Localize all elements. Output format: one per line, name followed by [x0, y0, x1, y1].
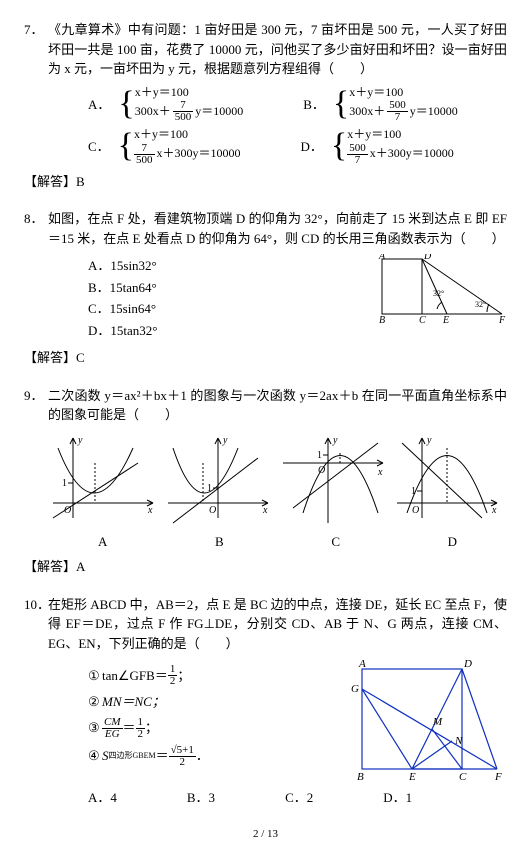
q10-item-1: ① tan∠GFB＝ 12 ； [88, 664, 331, 687]
q9-graph-a: y x O 1 [48, 433, 163, 528]
q10-opt-c: C．2 [285, 788, 313, 808]
fig-label: A [358, 659, 366, 670]
eq-line: 5007 x＋300y＝10000 [347, 143, 454, 166]
svg-text:y: y [77, 435, 83, 446]
q10-options: A．4 B．3 C．2 D．1 [48, 788, 507, 808]
eq-line: x＋y＝100 [134, 127, 241, 143]
q7-answer: 【解答】B [24, 172, 507, 192]
question-10: 10． 在矩形 ABCD 中，AB＝2，点 E 是 BC 边的中点，连接 DE，… [24, 595, 507, 808]
q7-number: 7． [24, 20, 44, 40]
fig-label: C [419, 315, 426, 324]
opt-label: C [331, 532, 340, 552]
brace-icon: { [333, 87, 349, 121]
svg-text:y: y [222, 435, 228, 446]
q9-text: 二次函数 y＝ax²＋bx＋1 的图象与一次函数 y＝2ax＋b 在同一平面直角… [48, 386, 507, 425]
q7-text: 《九章算术》中有问题：1 亩好田是 300 元，7 亩坏田是 500 元，一人买… [48, 20, 507, 79]
opt-label: C． [88, 127, 110, 157]
q8-answer: 【解答】C [24, 348, 507, 368]
brace-icon: { [118, 87, 134, 121]
svg-text:O: O [209, 505, 216, 516]
fig-label: D [423, 254, 432, 262]
fig-label: E [442, 315, 449, 324]
q10-number: 10． [24, 595, 50, 615]
svg-text:1: 1 [62, 478, 67, 489]
opt-label: B [215, 532, 224, 552]
eq-line: 7500 x＋300y＝10000 [134, 143, 241, 166]
svg-text:O: O [64, 505, 71, 516]
brace-icon: { [118, 129, 134, 163]
opt-label: D． [301, 127, 323, 157]
q9-graph-c: y x O 1 [278, 433, 393, 528]
svg-text:x: x [147, 505, 153, 516]
eq-line: 300x＋ 7500 y＝10000 [135, 100, 244, 123]
fig-label: D [463, 659, 472, 670]
svg-text:x: x [262, 505, 268, 516]
q8-opt-b: B．15tan64° [88, 278, 361, 298]
fig-label: N [454, 735, 463, 747]
svg-text:O: O [318, 465, 325, 476]
q9-option-labels: A B C D [48, 532, 507, 552]
q10-figure: A D G M N B E C F [347, 659, 507, 784]
eq-line: 300x＋ 5007 y＝10000 [349, 100, 458, 123]
q10-opt-a: A．4 [88, 788, 117, 808]
fig-label: F [494, 771, 502, 783]
q9-graphs: y x O 1 [48, 433, 507, 528]
fig-label: B [379, 315, 385, 324]
angle-label: 32° [475, 300, 486, 309]
fig-label: M [432, 716, 443, 728]
q7-opt-b: B． { x＋y＝100 300x＋ 5007 y＝10000 [303, 85, 458, 124]
q7-opt-a: A． { x＋y＝100 300x＋ 7500 y＝10000 [88, 85, 243, 124]
question-8: 8． 如图，在点 F 处，看建筑物顶端 D 的仰角为 32°，向前走了 15 米… [24, 209, 507, 368]
question-7: 7． 《九章算术》中有问题：1 亩好田是 300 元，7 亩坏田是 500 元，… [24, 20, 507, 191]
q9-graph-d: y x O 1 [392, 433, 507, 528]
fig-label: F [498, 315, 506, 324]
opt-label: A [98, 532, 107, 552]
fig-label: G [351, 683, 359, 695]
q8-number: 8． [24, 209, 44, 229]
svg-text:x: x [491, 505, 497, 516]
q10-item-3: ③ CMEG ＝ 12 ； [88, 717, 331, 740]
q8-opt-a: A．15sin32° [88, 256, 361, 276]
fig-label: E [408, 771, 416, 783]
q8-opt-c: C．15sin64° [88, 299, 361, 319]
angle-label: 32° [433, 289, 444, 298]
q10-opt-d: D．1 [383, 788, 412, 808]
q10-opt-b: B．3 [187, 788, 215, 808]
svg-text:y: y [332, 435, 338, 446]
brace-icon: { [331, 129, 347, 163]
q10-text: 在矩形 ABCD 中，AB＝2，点 E 是 BC 边的中点，连接 DE，延长 E… [48, 595, 507, 654]
opt-label: A． [88, 85, 110, 115]
eq-line: x＋y＝100 [347, 127, 454, 143]
q7-opts-row2: C． { x＋y＝100 7500 x＋300y＝10000 D． { [48, 127, 507, 166]
q8-figure: A D B C E F 32° 32° [377, 254, 507, 324]
svg-text:1: 1 [411, 486, 416, 497]
q10-item-2: ② MN＝NC； [88, 692, 331, 712]
opt-label: D [448, 532, 457, 552]
q10-items: ① tan∠GFB＝ 12 ； ② MN＝NC； ③ CMEG ＝ 12 ； [48, 659, 331, 773]
q9-number: 9． [24, 386, 44, 406]
fig-label: A [378, 254, 386, 262]
question-9: 9． 二次函数 y＝ax²＋bx＋1 的图象与一次函数 y＝2ax＋b 在同一平… [24, 386, 507, 577]
q7-opt-c: C． { x＋y＝100 7500 x＋300y＝10000 [88, 127, 241, 166]
page-number: 2 / 13 [24, 826, 507, 843]
eq-line: x＋y＝100 [349, 85, 458, 101]
fig-label: B [357, 771, 364, 783]
q7-opts-row1: A． { x＋y＝100 300x＋ 7500 y＝10000 B． [48, 85, 507, 124]
svg-text:1: 1 [317, 450, 322, 461]
fig-label: C [459, 771, 467, 783]
q7-opt-d: D． { x＋y＝100 5007 x＋300y＝10000 [301, 127, 454, 166]
svg-text:O: O [412, 505, 419, 516]
q9-answer: 【解答】A [24, 557, 507, 577]
eq-line: x＋y＝100 [135, 85, 244, 101]
svg-text:1: 1 [207, 483, 212, 494]
q9-graph-b: y x O 1 [163, 433, 278, 528]
q8-text: 如图，在点 F 处，看建筑物顶端 D 的仰角为 32°，向前走了 15 米到达点… [48, 209, 507, 248]
q8-options: A．15sin32° B．15tan64° C．15sin64° D．15tan… [48, 254, 361, 342]
svg-text:y: y [426, 435, 432, 446]
svg-text:x: x [377, 467, 383, 478]
q10-item-4: ④ S 四边形GBEM ＝ √5+12 ． [88, 745, 331, 768]
opt-label: B． [303, 85, 325, 115]
q8-opt-d: D．15tan32° [88, 321, 361, 341]
